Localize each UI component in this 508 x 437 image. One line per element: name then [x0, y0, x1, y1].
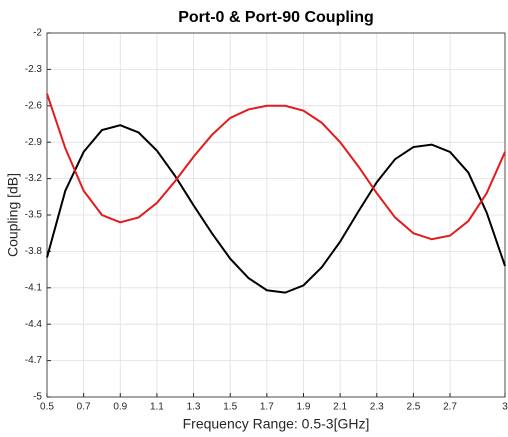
x-tick-label: 1.3 [187, 402, 201, 413]
x-tick-label: 0.9 [113, 402, 127, 413]
x-tick-label: 1.5 [223, 402, 237, 413]
x-tick-label: 1.7 [260, 402, 274, 413]
y-tick-label: -4.7 [25, 355, 43, 366]
x-tick-label: 0.5 [40, 402, 54, 413]
x-tick-label: 1.9 [297, 402, 311, 413]
y-tick-label: -5 [33, 392, 42, 403]
y-tick-label: -2.3 [25, 64, 43, 75]
x-axis-label: Frequency Range: 0.5-3[GHz] [183, 416, 370, 432]
x-tick-label: 3 [502, 402, 508, 413]
x-tick-label: 2.7 [443, 402, 457, 413]
y-tick-label: -2.6 [25, 100, 43, 111]
y-tick-label: -4.1 [25, 282, 43, 293]
chart-title: Port-0 & Port-90 Coupling [178, 9, 374, 26]
x-tick-label: 1.1 [150, 402, 164, 413]
x-tick-label: 2.1 [333, 402, 347, 413]
y-tick-label: -2.9 [25, 137, 43, 148]
line-series [46, 93, 506, 241]
x-tick-label: 2.5 [406, 402, 420, 413]
x-tick-label: 2.3 [370, 402, 384, 413]
y-tick-label: -3.8 [25, 246, 43, 257]
y-axis-label: Coupling [dB] [5, 173, 21, 257]
y-tick-label: -2 [33, 28, 42, 39]
y-tick-label: -3.5 [25, 210, 43, 221]
y-tick-label: -3.2 [25, 173, 43, 184]
y-tick-label: -4.4 [25, 319, 43, 330]
plot-frame [46, 32, 506, 398]
x-tick-label: 0.7 [77, 402, 91, 413]
line-series [46, 124, 506, 294]
